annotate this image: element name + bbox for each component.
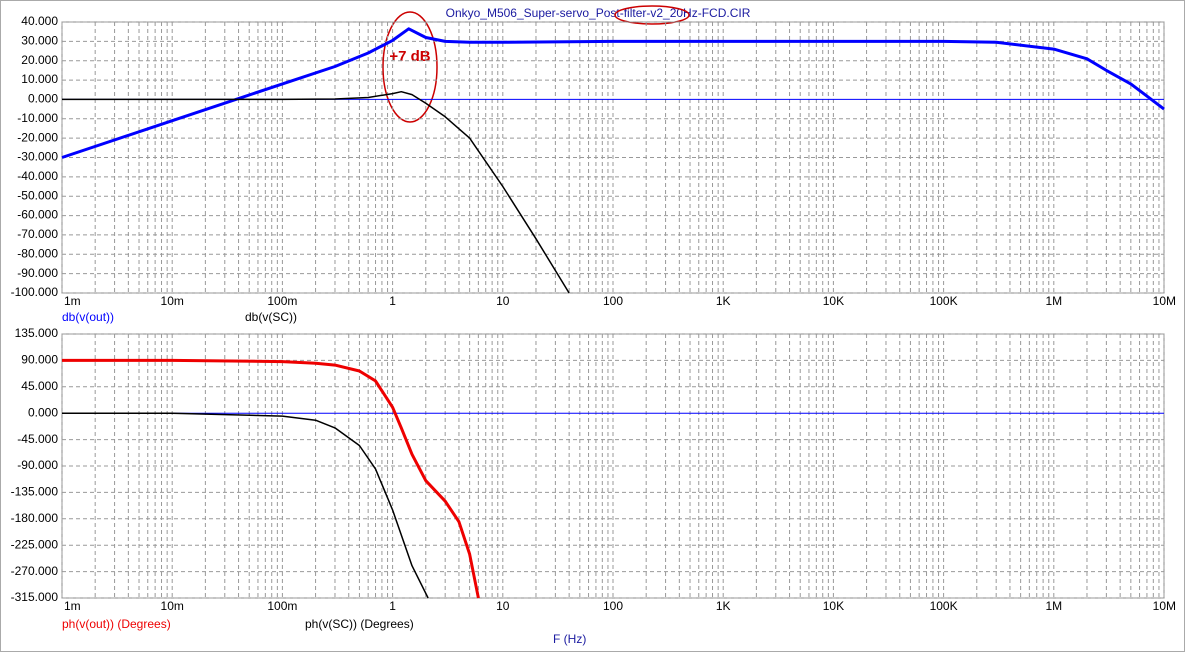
x-tick-label: 1M xyxy=(1045,294,1062,308)
x-tick-label: 10M xyxy=(1153,294,1176,308)
series-line xyxy=(62,90,570,294)
highlight-ellipse xyxy=(382,11,438,123)
x-tick-label: 10 xyxy=(496,294,510,308)
y-tick-label: -225.000 xyxy=(11,537,59,551)
x-tick-label: 10m xyxy=(161,599,184,613)
y-tick-label: 90.000 xyxy=(21,353,58,367)
x-tick-label: 1K xyxy=(716,294,731,308)
x-tick-label: 100K xyxy=(930,599,958,613)
y-tick-label: -100.000 xyxy=(11,285,59,299)
chart-title: Onkyo_M506_Super-servo_Post-filter-v2_20… xyxy=(446,6,751,20)
x-axis-label: F (Hz) xyxy=(553,632,586,646)
y-tick-label: 30.000 xyxy=(21,34,58,48)
y-tick-label: 0.000 xyxy=(28,92,58,106)
x-tick-label: 100 xyxy=(603,294,623,308)
y-tick-label: -90.000 xyxy=(17,458,58,472)
y-tick-label: 10.000 xyxy=(21,72,58,86)
legend-label: db(v(out)) xyxy=(62,310,114,324)
y-tick-label: -315.000 xyxy=(11,590,59,604)
series-line xyxy=(62,358,480,599)
annotation: +7 dB xyxy=(389,48,430,65)
x-tick-label: 10m xyxy=(161,294,184,308)
y-tick-label: -45.000 xyxy=(17,432,58,446)
x-tick-label: 10K xyxy=(823,294,844,308)
series-line xyxy=(62,412,429,599)
x-tick-label: 100 xyxy=(603,599,623,613)
x-tick-label: 100K xyxy=(930,294,958,308)
y-tick-label: -10.000 xyxy=(17,111,58,125)
x-tick-label: 10 xyxy=(496,599,510,613)
y-tick-label: -90.000 xyxy=(17,266,58,280)
x-tick-label: 10K xyxy=(823,599,844,613)
x-tick-label: 1m xyxy=(64,294,81,308)
x-tick-label: 1M xyxy=(1045,599,1062,613)
x-tick-label: 1 xyxy=(389,294,396,308)
y-tick-label: -180.000 xyxy=(11,511,59,525)
y-tick-label: -80.000 xyxy=(17,246,58,260)
x-tick-label: 100m xyxy=(267,294,297,308)
y-tick-label: -30.000 xyxy=(17,150,58,164)
y-tick-label: -270.000 xyxy=(11,564,59,578)
y-tick-label: -70.000 xyxy=(17,227,58,241)
y-tick-label: 20.000 xyxy=(21,53,58,67)
x-tick-label: 1m xyxy=(64,599,81,613)
legend-label: ph(v(SC)) (Degrees) xyxy=(305,617,414,631)
legend-label: ph(v(out)) (Degrees) xyxy=(62,617,171,631)
y-tick-label: -20.000 xyxy=(17,130,58,144)
series-line xyxy=(61,27,1165,159)
y-tick-label: -60.000 xyxy=(17,208,58,222)
y-tick-label: 0.000 xyxy=(28,405,58,419)
x-tick-label: 10M xyxy=(1153,599,1176,613)
y-tick-label: 135.000 xyxy=(15,326,59,340)
y-tick-label: -40.000 xyxy=(17,169,58,183)
y-tick-label: -135.000 xyxy=(11,485,59,499)
y-tick-label: 40.000 xyxy=(21,14,58,28)
x-tick-label: 100m xyxy=(267,599,297,613)
legend-label: db(v(SC)) xyxy=(245,310,297,324)
x-tick-label: 1 xyxy=(389,599,396,613)
x-tick-label: 1K xyxy=(716,599,731,613)
y-tick-label: -50.000 xyxy=(17,188,58,202)
highlight-ellipse xyxy=(614,5,690,25)
y-tick-label: 45.000 xyxy=(21,379,58,393)
